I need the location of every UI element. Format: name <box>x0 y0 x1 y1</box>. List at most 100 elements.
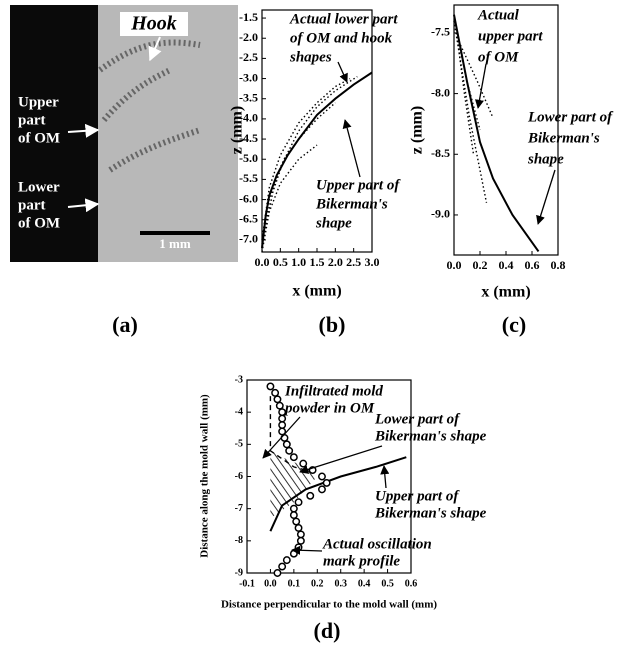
annotation: powder in OM <box>283 400 375 416</box>
y-tick-label: -1.5 <box>239 10 258 24</box>
panel-label: (c) <box>502 312 526 337</box>
x-tick-label: 1.5 <box>310 255 325 269</box>
annotation: Actual <box>477 7 520 23</box>
x-axis-label: Distance perpendicular to the mold wall … <box>221 599 437 611</box>
y-tick-label: -6.5 <box>239 211 258 225</box>
x-tick-label: 0.2 <box>311 578 324 589</box>
marker <box>291 512 297 518</box>
marker <box>291 505 297 511</box>
annotation: upper part <box>478 28 543 44</box>
marker <box>291 454 297 460</box>
marker <box>300 460 306 466</box>
text-line: Upper <box>18 94 59 110</box>
marker <box>274 570 280 576</box>
panel-label: (b) <box>319 312 346 337</box>
annotation: Infiltrated mold <box>284 383 383 399</box>
y-tick-label: -7.0 <box>239 232 258 246</box>
panel-label: (d) <box>314 618 341 643</box>
y-tick-label: -9.0 <box>431 207 450 221</box>
chart-panel: -0.1 0.0 0.1 0.2 0.3 0.4 0.5 0.6 -3 -4 -5 -6 -7 -8 -9 D… <box>199 374 487 643</box>
marker <box>323 480 329 486</box>
scale-label: 1 mm <box>159 236 191 251</box>
annotation: Bikerman's <box>527 130 600 146</box>
text-line: of OM <box>18 130 60 146</box>
annotation: shape <box>527 151 564 167</box>
y-axis-label: Distance along the mold wall (mm) <box>199 394 211 558</box>
x-tick-label: -0.1 <box>239 578 255 589</box>
x-tick-label: 3.0 <box>365 255 380 269</box>
x-tick-label: 0.4 <box>358 578 371 589</box>
y-tick-label: -9 <box>235 567 243 578</box>
y-tick-label: -3 <box>235 374 243 385</box>
x-tick-label: 0.0 <box>255 255 270 269</box>
marker <box>284 557 290 563</box>
y-tick-label: -7.5 <box>431 25 450 39</box>
y-axis-label: z (mm) <box>229 106 246 154</box>
x-tick-label: 0.0 <box>264 578 277 589</box>
series-line <box>262 145 317 252</box>
marker <box>281 435 287 441</box>
annotation: shapes <box>289 49 332 65</box>
y-tick-label: -3.5 <box>239 90 258 104</box>
annotation-arrow <box>538 170 555 224</box>
marker <box>274 396 280 402</box>
x-tick-label: 2.5 <box>346 255 361 269</box>
panel-label: (a) <box>112 312 138 337</box>
x-tick-label: 2.0 <box>328 255 343 269</box>
annotation: mark profile <box>323 553 400 569</box>
y-tick-label: -5 <box>235 439 243 450</box>
annotation-arrow <box>345 120 360 177</box>
text-line: of OM <box>18 215 60 231</box>
y-tick-label: -8.0 <box>431 85 450 99</box>
y-tick-label: -8 <box>235 535 243 546</box>
annotation: Upper part of <box>316 177 401 193</box>
marker <box>284 441 290 447</box>
marker <box>279 563 285 569</box>
marker <box>319 486 325 492</box>
series-line <box>454 21 487 203</box>
text-line: part <box>18 197 46 213</box>
x-tick-label: 0.8 <box>551 258 566 272</box>
series-line <box>457 33 474 154</box>
y-tick-label: -6.0 <box>239 191 258 205</box>
annotation: Actual oscillation <box>322 536 432 552</box>
y-axis-label: z (mm) <box>409 106 426 154</box>
annotation: Bikerman's shape <box>374 505 487 521</box>
x-tick-label: 0.4 <box>499 258 514 272</box>
hook-label: Hook <box>130 13 177 35</box>
marker <box>307 493 313 499</box>
marker <box>319 473 325 479</box>
x-tick-label: 0.5 <box>381 578 394 589</box>
x-tick-label: 0.5 <box>273 255 288 269</box>
text-line: Lower <box>18 179 60 195</box>
annotation: Lower part of <box>374 411 461 427</box>
annotation: of OM and hook <box>290 30 393 46</box>
x-tick-label: 0.2 <box>473 258 488 272</box>
annotation: Actual lower part <box>289 11 398 27</box>
annotation-arrow <box>384 466 386 488</box>
marker <box>295 499 301 505</box>
y-tick-label: -5.5 <box>239 171 258 185</box>
chart-panel: 0.00.20.40.60.8-7.5-8.0-8.5-9.0x (mm)z (… <box>409 5 614 337</box>
annotation: of OM <box>478 49 519 65</box>
y-tick-label: -6 <box>235 471 243 482</box>
x-tick-label: 0.1 <box>288 578 301 589</box>
marker <box>291 551 297 557</box>
y-tick-label: -4 <box>235 406 243 417</box>
marker <box>279 422 285 428</box>
marker <box>272 390 278 396</box>
x-tick-label: 0.3 <box>334 578 347 589</box>
marker <box>267 383 273 389</box>
text-line: part <box>18 112 46 128</box>
figure: Hook Upper part of OM Lower part of OM 1… <box>0 0 643 648</box>
marker <box>298 531 304 537</box>
annotation: Bikerman's shape <box>374 428 487 444</box>
page: {"image": {"hook": "Hook", "upper": ["Up… <box>0 0 643 648</box>
x-tick-label: 1.0 <box>291 255 306 269</box>
marker <box>298 538 304 544</box>
annotation-arrow <box>338 62 347 82</box>
y-tick-label: -7 <box>235 503 243 514</box>
x-tick-label: 0.6 <box>405 578 418 589</box>
y-tick-label: -3.0 <box>239 70 258 84</box>
x-axis-label: x (mm) <box>292 283 341 300</box>
